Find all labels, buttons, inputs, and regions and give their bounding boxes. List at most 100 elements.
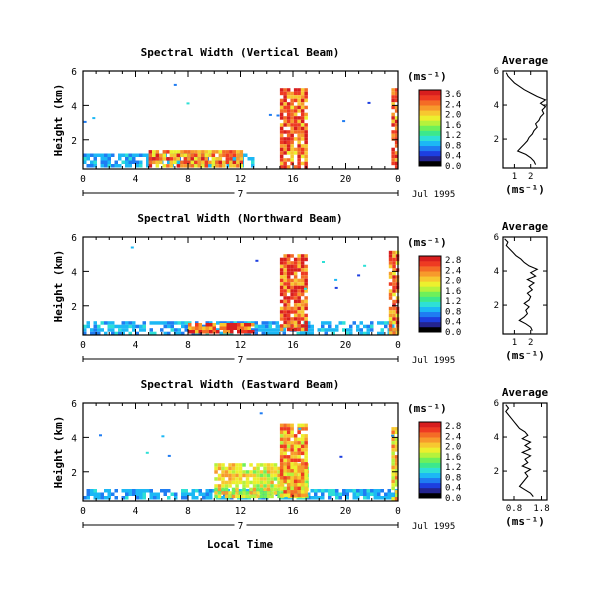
heatmap-cell xyxy=(391,448,395,452)
heatmap-cell xyxy=(300,483,305,487)
heatmap-cell xyxy=(180,150,184,154)
heatmap-cell xyxy=(270,491,274,495)
heatmap-cell xyxy=(304,427,308,431)
heatmap-cell xyxy=(225,153,230,158)
heatmap-cell xyxy=(261,321,265,325)
heatmap-cell xyxy=(286,423,291,428)
heatmap-cell xyxy=(300,472,305,477)
heatmap-cell xyxy=(146,157,150,161)
heatmap-cell xyxy=(310,489,314,493)
heatmap-cell xyxy=(238,463,243,467)
heatmap-cell xyxy=(293,455,298,459)
heatmap-cell xyxy=(290,123,294,127)
heatmap-cell xyxy=(162,153,167,158)
heatmap-cell xyxy=(283,285,287,290)
heatmap-cell xyxy=(174,496,178,500)
x-tick-label: 12 xyxy=(235,506,246,517)
heatmap-cell xyxy=(394,126,399,131)
heatmap-cell xyxy=(279,130,284,134)
heatmap-cell xyxy=(286,95,291,99)
x-tick-label: 20 xyxy=(340,506,352,517)
colorbar-tick-label: 2.0 xyxy=(445,111,461,121)
heatmap-cell xyxy=(388,250,393,255)
heatmap-cell xyxy=(183,153,188,158)
heatmap-cell xyxy=(293,483,298,487)
heatmap-cell xyxy=(394,455,399,459)
heatmap-cell xyxy=(314,492,318,496)
heatmap-cell xyxy=(251,323,255,327)
heatmap-cell xyxy=(297,154,301,159)
heatmap-cell xyxy=(176,164,181,168)
heatmap-cell xyxy=(279,151,284,155)
heatmap-cell xyxy=(229,150,233,154)
heatmap-cell xyxy=(121,160,125,164)
heatmap-cell xyxy=(388,317,393,321)
heatmap-cell xyxy=(286,91,291,96)
heatmap-cell xyxy=(279,105,284,110)
heatmap-cell xyxy=(229,157,233,161)
heatmap-cell xyxy=(283,451,287,456)
heatmap-cell xyxy=(283,102,287,106)
heatmap-cell xyxy=(394,130,399,134)
heatmap-cell xyxy=(279,282,284,286)
heatmap-cell xyxy=(307,321,311,325)
colorbar-swatch xyxy=(419,90,441,96)
heatmap-cell xyxy=(394,91,399,96)
heatmap-cell xyxy=(297,469,301,473)
heatmap-cell xyxy=(111,164,115,168)
heatmap-cell xyxy=(259,487,264,492)
heatmap-cell xyxy=(300,479,305,484)
heatmap-cell xyxy=(209,321,213,325)
heatmap-cell xyxy=(300,147,305,152)
heatmap-cell xyxy=(218,164,223,168)
heatmap-cell xyxy=(232,164,237,168)
heatmap-cell xyxy=(99,434,102,437)
heatmap-cell xyxy=(216,321,220,325)
heatmap-cell xyxy=(256,477,260,481)
heatmap-cell xyxy=(93,160,97,164)
avg-x-tick-label: 1.8 xyxy=(533,504,549,514)
heatmap-cell xyxy=(366,492,370,496)
heatmap-cell xyxy=(297,313,301,318)
heatmap-cell xyxy=(304,285,308,290)
heatmap-cell xyxy=(201,164,205,168)
heatmap-cell xyxy=(391,123,395,127)
heatmap-cell xyxy=(282,331,286,336)
heatmap-cell xyxy=(247,157,251,161)
heatmap-cell xyxy=(392,289,396,293)
heatmap-cell xyxy=(266,494,271,499)
heatmap-cell xyxy=(177,331,181,336)
heatmap-cell xyxy=(201,157,205,161)
heatmap-cell xyxy=(293,451,298,456)
heatmap-cell xyxy=(366,496,370,500)
heatmap-cell xyxy=(279,476,284,480)
heatmap-cell xyxy=(286,465,291,470)
heatmap-cell xyxy=(107,164,111,168)
heatmap-cell xyxy=(321,492,325,496)
heatmap-cell xyxy=(238,477,243,481)
heatmap-cell xyxy=(279,427,284,431)
heatmap-cell xyxy=(239,164,244,168)
heatmap-cells xyxy=(83,83,399,169)
heatmap-cell xyxy=(300,264,305,269)
heatmap-cell xyxy=(217,487,222,492)
heatmap-cell xyxy=(279,451,284,456)
heatmap-cell xyxy=(197,150,202,154)
heatmap-cell xyxy=(300,254,305,258)
colorbar-swatch xyxy=(419,427,441,433)
heatmap-cell xyxy=(283,427,287,431)
heatmap-cell xyxy=(235,466,239,471)
heatmap-cell xyxy=(254,321,258,325)
heatmap-cell xyxy=(270,484,274,488)
heatmap-cell xyxy=(304,493,308,498)
heatmap-cell xyxy=(339,455,343,458)
heatmap-cell xyxy=(231,466,236,471)
heatmap-cell xyxy=(317,489,321,493)
heatmap-cell xyxy=(286,278,291,283)
heatmap-cell xyxy=(205,496,209,500)
heatmap-cell xyxy=(233,326,237,330)
heatmap-cell xyxy=(247,330,251,334)
heatmap-cell xyxy=(211,164,216,168)
heatmap-cell xyxy=(128,492,132,496)
heatmap-cell xyxy=(290,119,294,124)
